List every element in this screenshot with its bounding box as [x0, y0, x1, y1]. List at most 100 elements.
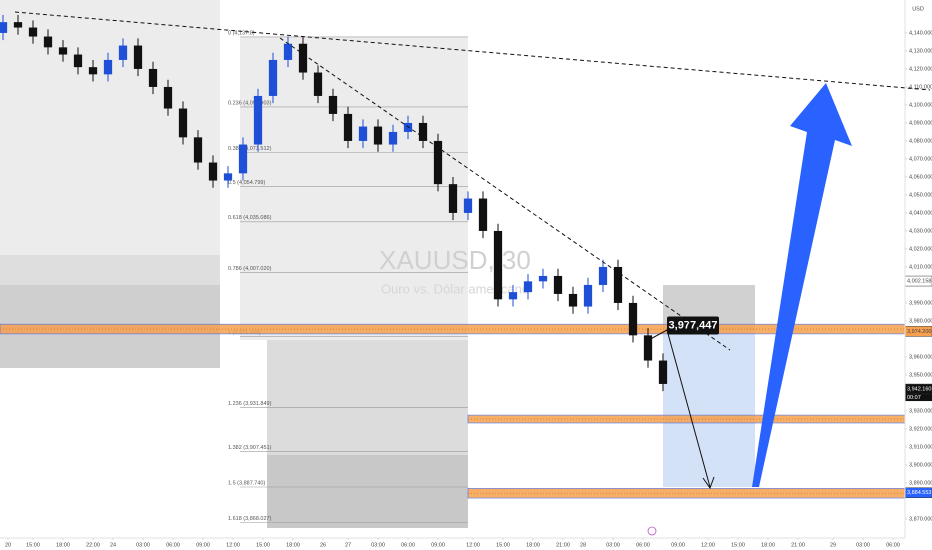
x-tick-label: 24	[110, 542, 116, 548]
x-tick-label: 03:00	[606, 542, 620, 548]
y-tick-label: 4,130.000	[909, 48, 932, 54]
watermark-subtitle: Ouro vs. Dólar americano	[381, 281, 529, 296]
zone	[467, 488, 906, 499]
candle-body	[568, 293, 578, 307]
candle-body	[208, 162, 218, 181]
fib-label: 1.236 (3,931.849)	[228, 401, 272, 407]
y-tick-label: 4,050.000	[909, 192, 932, 198]
x-tick-label: 12:00	[466, 542, 480, 548]
x-tick-label: 06:00	[636, 542, 650, 548]
x-tick-label: 12:00	[701, 542, 715, 548]
x-tick-label: 28	[580, 542, 586, 548]
candle-body	[148, 68, 158, 87]
candle-body	[328, 95, 338, 114]
zone	[467, 414, 906, 424]
y-tick-label: 3,980.000	[909, 318, 932, 324]
fib-band	[267, 455, 468, 528]
watermark-title: XAUUSD, 30	[379, 245, 531, 275]
y-tick-label: 4,010.000	[909, 264, 932, 270]
x-tick-label: 15:00	[731, 542, 745, 548]
trendline	[14, 11, 931, 91]
price-tag-label: 4,002.158	[907, 279, 931, 285]
candle-body	[643, 335, 653, 361]
drawings-front	[14, 11, 931, 536]
candle-body	[298, 43, 308, 73]
x-tick-label: 21:00	[556, 542, 570, 548]
candle-body	[628, 302, 638, 336]
x-tick-label: 22:00	[86, 542, 100, 548]
x-tick-label: 21:00	[791, 542, 805, 548]
candle-body	[313, 72, 323, 96]
plot: 4,140.000 4,130.000 4,120.000 4,110.000 4,10…	[0, 14, 932, 548]
candle-body	[0, 22, 8, 33]
x-tick-label: 18:00	[56, 542, 70, 548]
y-tick-label: 3,960.000	[909, 354, 932, 360]
candle-body	[418, 122, 428, 141]
fib-band	[267, 340, 468, 455]
candle-body	[88, 67, 98, 75]
candle-body	[73, 54, 83, 68]
y-tick-label: 3,990.000	[909, 300, 932, 306]
target-arrow	[752, 83, 852, 487]
candle-body	[223, 173, 233, 181]
arrow-head	[702, 476, 715, 490]
y-tick-label: 4,030.000	[909, 228, 932, 234]
fib-label: 1.5 (3,887.740)	[228, 480, 265, 486]
candle-body	[478, 198, 488, 231]
candle-body	[253, 95, 263, 145]
price-tag-label: 3,884.553	[907, 490, 931, 496]
countdown: 00:07	[907, 395, 921, 401]
candle-body	[163, 86, 173, 109]
y-tick-label: 3,920.000	[909, 426, 932, 432]
candle-body	[433, 140, 443, 185]
candle-body	[373, 126, 383, 145]
x-tick-label: 06:00	[166, 542, 180, 548]
y-tick-label: 4,110.000	[909, 84, 932, 90]
candle-body	[403, 122, 413, 132]
candle-body	[58, 47, 68, 55]
y-tick-label: 4,120.000	[909, 66, 932, 72]
x-tick-label: 15:00	[256, 542, 270, 548]
x-tick-label: 09:00	[671, 542, 685, 548]
price-tag-label: 3,974.200	[907, 329, 931, 335]
y-tick-label: 4,040.000	[909, 210, 932, 216]
fib-label: 0.236 (4,098.903)	[228, 100, 272, 106]
x-tick-label: 03:00	[856, 542, 870, 548]
y-tick-label: 3,950.000	[909, 372, 932, 378]
candle-body	[193, 137, 203, 163]
currency: USD	[912, 6, 924, 12]
y-tick-label: 4,020.000	[909, 246, 932, 252]
candle-body	[43, 36, 53, 48]
x-tick-label: 09:00	[196, 542, 210, 548]
x-tick-label: 03:00	[136, 542, 150, 548]
candle-body	[553, 275, 563, 294]
candle-body	[613, 266, 623, 303]
x-tick-label: 20	[5, 542, 11, 548]
candle-body	[523, 281, 533, 293]
x-tick-label: 18:00	[761, 542, 775, 548]
x-tick-label: 06:00	[401, 542, 415, 548]
y-tick-label: 4,070.000	[909, 156, 932, 162]
candle-body	[598, 266, 608, 285]
candle-body	[658, 360, 668, 384]
candle-body	[238, 144, 248, 174]
callout-label: 3,977,447	[669, 319, 718, 331]
candle-body	[508, 292, 518, 300]
x-tick-label: 03:00	[371, 542, 385, 548]
fib-label: 0.5 (4,054.799)	[228, 180, 265, 186]
countdown-bg	[905, 394, 932, 402]
fib-band	[0, 255, 220, 285]
x-tick-label: 18:00	[286, 542, 300, 548]
candle-body	[133, 45, 143, 69]
candle-body	[343, 113, 353, 141]
y-tick-label: 4,080.000	[909, 138, 932, 144]
candle-body	[118, 45, 128, 60]
position-target	[663, 330, 755, 487]
candle-body	[583, 284, 593, 307]
x-tick-label: 15:00	[26, 542, 40, 548]
candle-body	[28, 27, 38, 37]
fib-label: 0.786 (4,007.020)	[228, 266, 272, 272]
fib-label: 0.618 (4,035.086)	[228, 215, 272, 221]
y-tick-label: 3,910.000	[909, 444, 932, 450]
